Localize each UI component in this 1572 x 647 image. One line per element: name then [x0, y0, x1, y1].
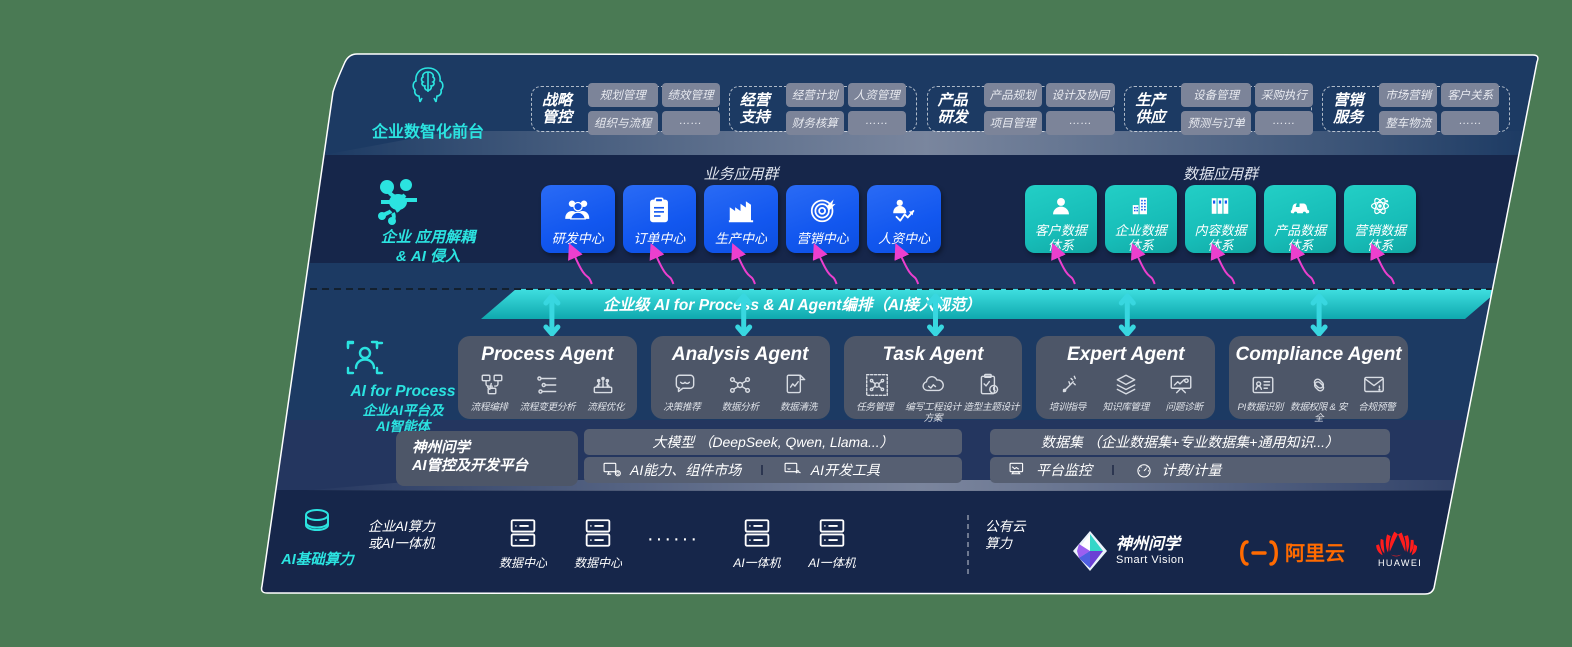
- svg-text:神州问学: 神州问学: [1116, 535, 1182, 553]
- svg-text:阿里云: 阿里云: [1285, 542, 1345, 565]
- svg-text:HUAWEI: HUAWEI: [1378, 558, 1422, 568]
- svg-text:Smart Vision: Smart Vision: [1116, 554, 1184, 566]
